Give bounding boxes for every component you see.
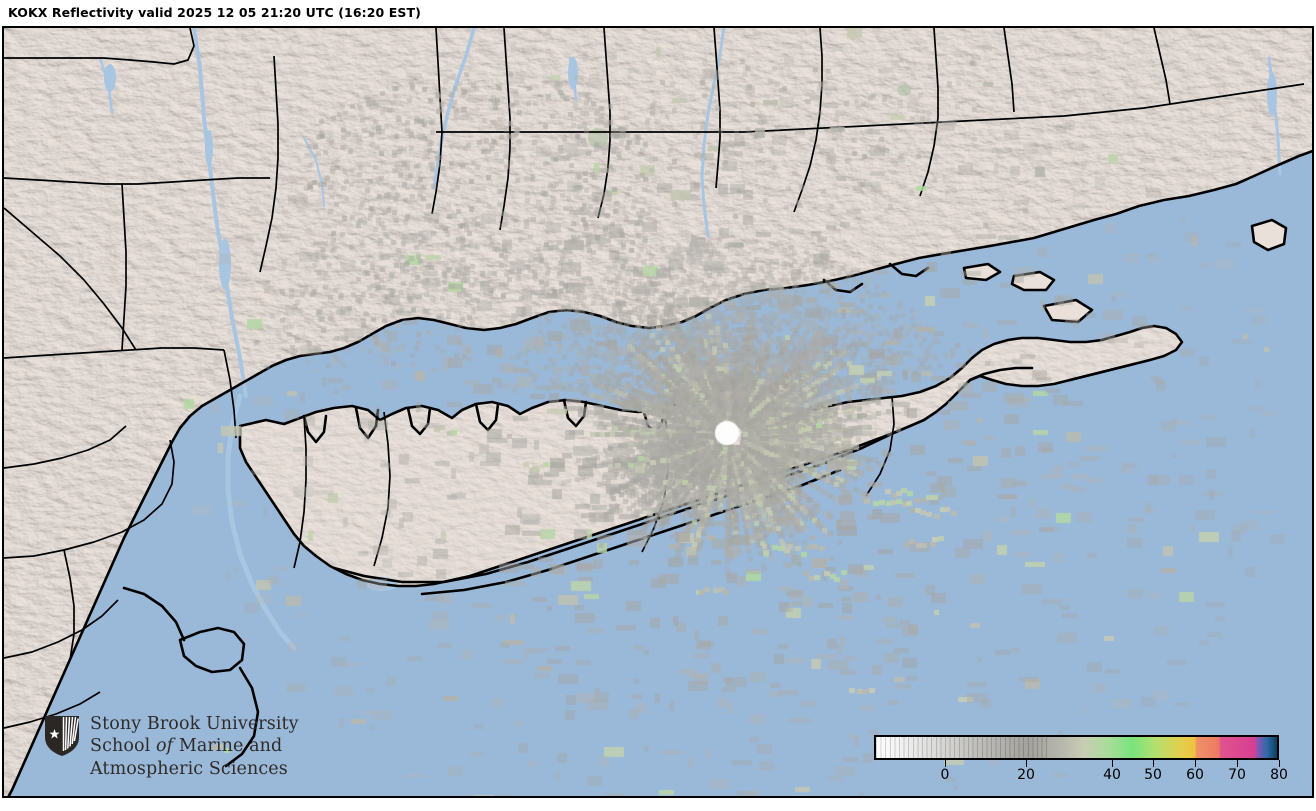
colorbar-label-40: 40 [1103,767,1121,783]
colorbar-tick-60 [1195,760,1196,767]
reflectivity-colorbar[interactable]: 0 20 40 50 60 70 80 [870,731,1290,795]
logo-text-block: Stony Brook University School of Marine … [90,713,320,780]
shield-star-icon [45,716,79,756]
radar-reflectivity-layer [4,28,1312,796]
colorbar-box[interactable] [874,735,1279,760]
colorbar-label-20: 20 [1017,767,1035,783]
colorbar-gradient [876,737,1277,758]
colorbar-tick-80 [1279,760,1280,767]
colorbar-tick-50 [1153,760,1154,767]
colorbar-label-80: 80 [1270,767,1288,783]
logo-line-1: Stony Brook University [90,714,299,734]
title-bar: KOKX Reflectivity valid 2025 12 05 21:20… [0,0,1316,26]
colorbar-tick-40 [1112,760,1113,767]
colorbar-label-0: 0 [940,767,950,783]
logo-line-2: School of Marine and [90,735,320,757]
map-viewport[interactable]: 0 20 40 50 60 70 80 Stony [4,28,1312,796]
page-title: KOKX Reflectivity valid 2025 12 05 21:20… [8,5,421,20]
colorbar-tick-0 [945,760,946,767]
logo-line-3: Atmospheric Sciences [90,758,288,779]
logo-line-2-italic: of [156,736,174,757]
colorbar-tick-20 [1026,760,1027,767]
logo-line-2-pre: School [90,736,156,757]
map-frame[interactable]: 0 20 40 50 60 70 80 Stony [2,26,1314,798]
colorbar-label-60: 60 [1186,767,1204,783]
colorbar-tick-70 [1237,760,1238,767]
stony-brook-logo: Stony Brook University School of Marine … [44,713,314,796]
colorbar-label-50: 50 [1144,767,1162,783]
colorbar-bin-lines [876,737,1049,758]
logo-line-2-post: Marine and [173,736,283,757]
colorbar-label-70: 70 [1228,767,1246,783]
